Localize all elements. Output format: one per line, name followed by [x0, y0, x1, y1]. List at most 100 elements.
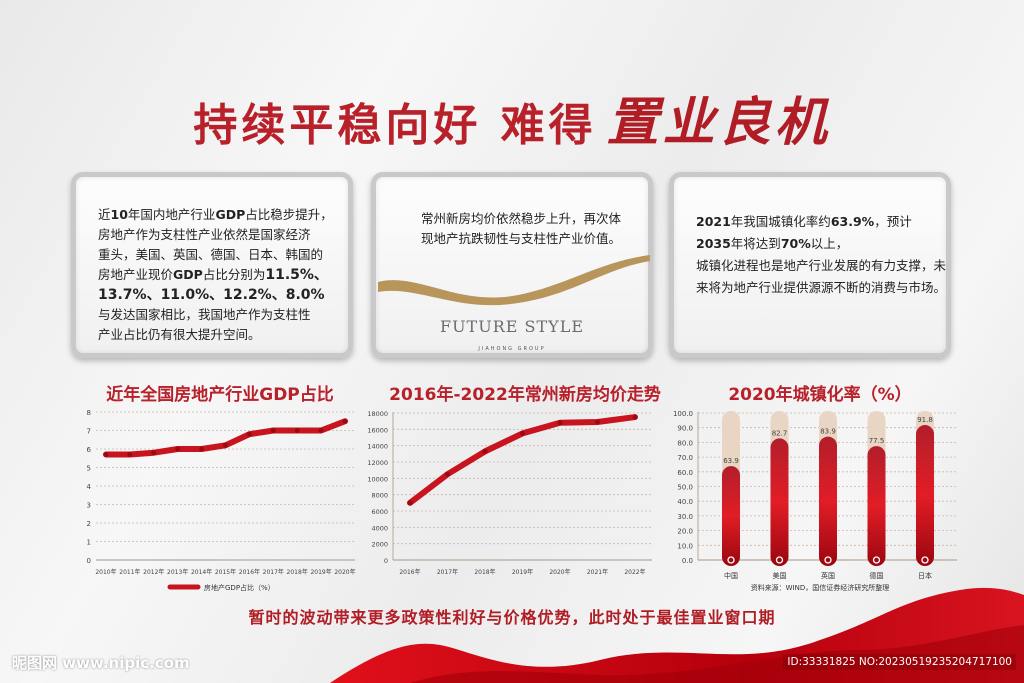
y-tick-label: 10.0	[677, 542, 693, 550]
x-tick-label: 2021年	[587, 568, 608, 576]
data-point	[127, 452, 133, 458]
x-tick-label: 2019年	[310, 568, 331, 576]
footer-slogan: 暂时的波动带来更多政策性利好与价格优势，此时处于最佳置业窗口期	[248, 608, 776, 627]
y-tick-label: 2	[87, 520, 91, 528]
y-tick-label: 30.0	[677, 513, 693, 521]
y-tick-label: 70.0	[677, 454, 693, 462]
y-tick-label: 40.0	[677, 498, 693, 506]
y-tick-label: 0	[384, 557, 388, 565]
x-tick-label: 美国	[773, 571, 787, 580]
panel-price-text: 常州新房均价依然稳步上升，再次体现地产抗跌韧性与支柱性产业价值。	[421, 211, 622, 246]
data-point	[175, 446, 181, 452]
x-tick-label: 2017年	[263, 568, 284, 576]
y-tick-label: 2000	[371, 541, 388, 549]
bar-value-label: 91.8	[917, 416, 933, 424]
y-tick-label: 5	[87, 465, 91, 473]
data-point	[595, 419, 600, 425]
chart-title-price: 2016年-2022年常州新房均价走势	[389, 385, 661, 405]
panel-urbanization-info: 2021年我国城镇化率约63.9%，预计 2035年将达到70%以上， 城镇化进…	[669, 172, 951, 358]
y-tick-label: 4	[87, 483, 92, 491]
x-tick-label: 2011年	[119, 568, 140, 576]
x-tick-label: 2012年	[143, 568, 164, 576]
x-tick-label: 2022年	[624, 568, 645, 576]
bar-value-label: 82.7	[772, 429, 788, 437]
data-point	[557, 420, 563, 426]
y-tick-label: 18000	[367, 410, 388, 418]
bar-value-label: 63.9	[723, 457, 739, 465]
y-tick-label: 3	[87, 502, 91, 510]
data-point	[294, 428, 300, 433]
title-calligraphy: 置业良机	[606, 92, 831, 153]
bar	[722, 466, 740, 566]
bar-base-circle	[872, 556, 881, 564]
panel-urbanization-text: 2021年我国城镇化率约63.9%，预计 2035年将达到70%以上， 城镇化进…	[696, 214, 947, 295]
data-point	[482, 448, 488, 454]
image-id: ID:33331825 NO:20230519235204717100	[783, 654, 1016, 670]
bar	[770, 438, 789, 566]
bar-value-label: 83.9	[820, 428, 836, 436]
watermark: 昵图网 www.nipic.com	[12, 654, 190, 672]
x-tick-label: 2016年	[399, 568, 420, 576]
y-tick-label: 12000	[367, 459, 388, 467]
data-line	[103, 418, 348, 458]
data-point	[445, 471, 450, 477]
panel-gdp-text: 近10年国内地产行业GDP占比稳步提升， 房地产作为支柱性产业依然是国家经济 重…	[98, 207, 333, 342]
data-point	[632, 414, 638, 420]
data-point	[246, 431, 252, 437]
x-tick-label: 2018年	[287, 568, 308, 576]
x-tick-label: 中国	[724, 571, 738, 580]
panel-price-info: 常州新房均价依然稳步上升，再次体现地产抗跌韧性与支柱性产业价值。 FUTURE …	[371, 172, 653, 358]
data-point	[270, 428, 276, 433]
x-tick-label: 2014年	[191, 568, 212, 576]
data-point	[199, 446, 205, 452]
x-tick-label: 2019年	[512, 568, 533, 576]
bar-base-circle	[775, 556, 784, 564]
bar	[819, 436, 837, 566]
data-line	[407, 414, 638, 506]
bar-value-label: 77.5	[869, 437, 885, 445]
chart-source-note: 资料来源：WIND，国信证券经济研究所整理	[751, 583, 890, 592]
y-tick-label: 4000	[371, 524, 388, 532]
y-tick-label: 6000	[371, 508, 388, 516]
bar-base-circle	[824, 556, 832, 564]
data-point	[223, 442, 228, 448]
bar-base-circle	[921, 556, 929, 564]
y-tick-label: 7	[87, 428, 91, 436]
brand-logo: FUTURE STYLE	[439, 317, 585, 336]
data-point	[520, 430, 525, 436]
x-tick-label: 2010年	[95, 568, 116, 576]
y-tick-label: 10000	[367, 475, 388, 483]
price-line-chart: 0 2000 4000 6000 8000 10000 12000 14000 16000 180…	[367, 410, 652, 576]
legend-label: 房地产GDP占比（%）	[204, 583, 275, 592]
brand-subtitle: JIAHONG GROUP	[478, 346, 546, 352]
y-tick-label: 0.0	[682, 557, 693, 565]
data-point	[103, 452, 109, 458]
x-tick-label: 2020年	[334, 568, 355, 576]
panel-gdp-info: 近10年国内地产行业GDP占比稳步提升， 房地产作为支柱性产业依然是国家经济 重…	[71, 172, 353, 358]
x-tick-label: 2018年	[474, 568, 495, 576]
x-tick-label: 2020年	[549, 568, 570, 576]
y-tick-label: 20.0	[677, 528, 693, 536]
y-tick-label: 8000	[371, 492, 388, 500]
y-tick-label: 80.0	[677, 439, 693, 447]
data-point	[407, 500, 413, 506]
y-tick-label: 14000	[367, 443, 388, 451]
urbanization-bar-chart: 0.0 10.0 20.0 30.0 40.0 50.0 60.0 70.0 80.0 90.0 1…	[673, 410, 957, 592]
x-tick-label: 德国	[870, 571, 884, 580]
chart-title-urbanization: 2020年城镇化率（%）	[728, 385, 912, 405]
x-tick-label: 英国	[821, 571, 835, 580]
y-tick-label: 90.0	[677, 425, 693, 433]
y-tick-label: 0	[87, 557, 91, 565]
x-tick-label: 2013年	[167, 568, 188, 576]
data-point	[151, 450, 157, 456]
y-tick-label: 50.0	[677, 484, 693, 492]
y-tick-label: 100.0	[673, 410, 693, 418]
gold-brushstroke	[378, 255, 650, 306]
bar	[916, 425, 934, 566]
x-tick-label: 2017年	[437, 568, 458, 576]
data-point	[318, 428, 324, 433]
y-tick-label: 6	[87, 446, 92, 454]
x-tick-label: 日本	[918, 571, 932, 580]
chart-title-gdp: 近年全国房地产行业GDP占比	[106, 385, 334, 405]
